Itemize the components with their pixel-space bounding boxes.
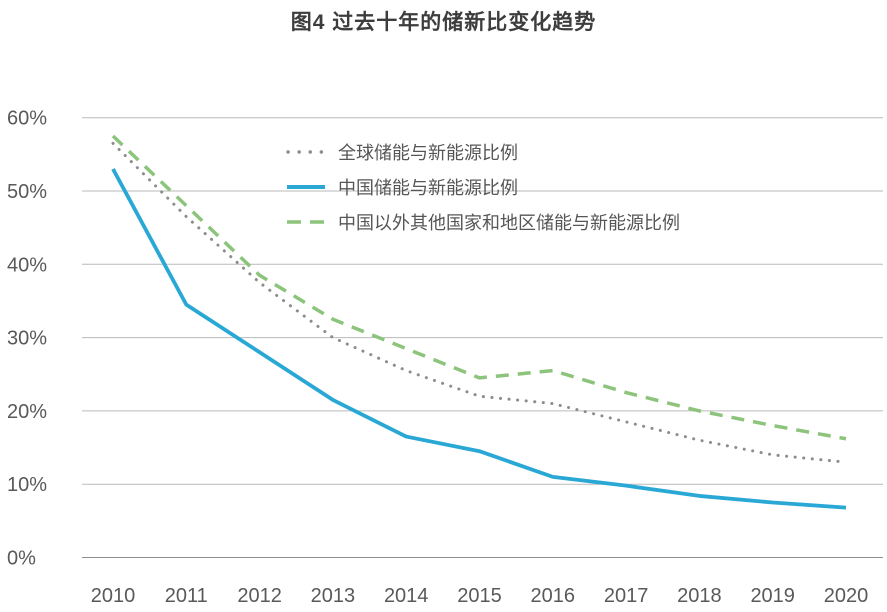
x-tick-label-2010: 2010 xyxy=(91,585,136,607)
legend-label-global: 全球储能与新能源比例 xyxy=(338,142,518,163)
legend-marker-solid-icon xyxy=(287,184,325,189)
x-tick-label-2012: 2012 xyxy=(237,585,282,607)
y-tick-label-10: 10% xyxy=(7,474,47,496)
y-tick-label-40: 40% xyxy=(7,254,47,276)
x-tick-label-2020: 2020 xyxy=(824,585,869,607)
series-line-1 xyxy=(111,168,847,510)
legend-item-china: 中国储能与新能源比例 xyxy=(285,169,680,204)
legend-item-non-china: 中国以外其他国家和地区储能与新能源比例 xyxy=(285,204,680,239)
legend-marker-dotted-icon xyxy=(286,149,326,154)
legend-label-non-china: 中国以外其他国家和地区储能与新能源比例 xyxy=(338,212,680,233)
x-tick-label-2011: 2011 xyxy=(165,585,208,607)
x-tick-label-2017: 2017 xyxy=(604,585,649,607)
legend-label-china: 中国储能与新能源比例 xyxy=(338,177,518,198)
x-tick-label-2018: 2018 xyxy=(677,585,722,607)
y-tick-label-50: 50% xyxy=(7,181,47,203)
y-tick-label-20: 20% xyxy=(7,401,47,423)
y-tick-label-30: 30% xyxy=(7,328,47,350)
chart-title: 图4 过去十年的储新比变化趋势 xyxy=(290,11,597,34)
series-line-2 xyxy=(111,134,847,441)
x-tick-label-2015: 2015 xyxy=(457,585,502,607)
x-tick-label-2014: 2014 xyxy=(384,585,429,607)
x-tick-label-2016: 2016 xyxy=(531,585,576,607)
y-tick-label-60: 60% xyxy=(7,108,47,130)
y-tick-label-0: 0% xyxy=(7,548,36,570)
x-tick-label-2019: 2019 xyxy=(750,585,795,607)
legend-marker-dashed-icon xyxy=(287,219,325,224)
legend-item-global: 全球储能与新能源比例 xyxy=(285,134,680,169)
chart-legend: 全球储能与新能源比例 中国储能与新能源比例 中国以外其他国家和地区储能与新能源比… xyxy=(285,134,680,239)
x-tick-label-2013: 2013 xyxy=(311,585,356,607)
